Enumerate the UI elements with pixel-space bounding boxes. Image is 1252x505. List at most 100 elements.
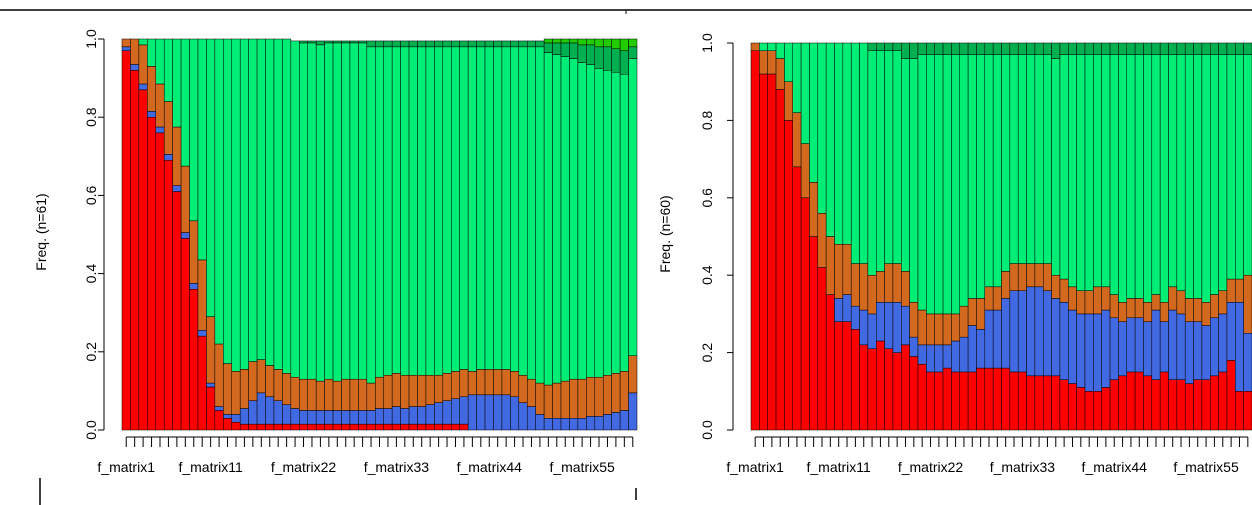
bar-segment-dark_green [467, 40, 477, 48]
bar-segment-green [809, 42, 819, 183]
bar-segment-dark_green [299, 40, 308, 44]
bar-group [750, 42, 1252, 431]
bar-segment-blue [892, 302, 902, 353]
bar-segment-orange [543, 384, 553, 419]
bar-segment-dark_green [535, 40, 545, 48]
bar-segment-orange [942, 313, 952, 346]
bar-segment-orange [917, 309, 927, 346]
x-tick-label: f_matrix55 [549, 459, 615, 475]
bar-segment-blue [1159, 321, 1169, 373]
bar-segment-blue [417, 406, 427, 425]
bar-segment-dark_green [992, 42, 1002, 55]
bar-segment-green [1017, 54, 1027, 264]
bar-segment-dark_green [1210, 42, 1219, 55]
bar-segment-red [121, 50, 131, 431]
bar-segment-orange [400, 375, 410, 409]
bar-segment-orange [984, 286, 994, 311]
bar-segment-orange [586, 376, 596, 417]
bar-segment-blue [442, 400, 452, 425]
bar-segment-red [1093, 391, 1102, 431]
bar-segment-green [501, 46, 511, 370]
y-tick-label: 0.0 [83, 420, 99, 440]
bar-segment-orange [934, 313, 944, 346]
bar-segment-orange [180, 165, 190, 233]
bar-segment-red [959, 371, 969, 431]
bar-segment-dark_green [1193, 42, 1203, 55]
bar-segment-blue [332, 410, 342, 425]
bar-segment-dark_green [1076, 42, 1086, 55]
bar-segment-green [859, 42, 869, 264]
x-tick-label: f_matrix11 [807, 459, 872, 475]
bar-segment-red [197, 335, 207, 431]
bar-segment-orange [1001, 271, 1011, 299]
bar-segment-blue [408, 406, 418, 425]
bar-segment-green [147, 38, 157, 67]
bar-segment-blue [282, 404, 292, 425]
bar-segment-blue [518, 402, 528, 431]
bar-segment-orange [825, 236, 835, 295]
bar-segment-blue [628, 392, 638, 431]
bar-segment-blue [434, 402, 444, 425]
bar-segment-dark_green [1026, 42, 1036, 55]
bar-segment-red [850, 329, 860, 431]
bar-segment-orange [594, 376, 604, 417]
bar-segment-green [577, 62, 587, 380]
bar-segment-blue [290, 408, 300, 425]
bar-segment-green [926, 54, 935, 315]
bar-segment-orange [223, 363, 232, 415]
bar-segment-red [391, 423, 401, 431]
bar-segment-dark_green [451, 40, 460, 48]
bar-segment-orange [602, 375, 612, 415]
bar-segment-blue [459, 396, 469, 425]
bar-segment-red [180, 238, 190, 431]
bar-segment-green [214, 38, 224, 345]
bar-segment-orange [809, 182, 819, 237]
bar-segment-green [876, 50, 885, 272]
bar-segment-dark_green [484, 40, 494, 48]
bar-segment-blue [493, 394, 503, 431]
bar-segment-blue [315, 410, 325, 425]
bar-segment-orange [1068, 286, 1077, 311]
bar-segment-red [239, 423, 249, 431]
bar-segment-orange [1226, 278, 1236, 303]
bar-segment-red [876, 340, 885, 431]
bar-segment-orange [307, 378, 317, 411]
bar-segment-blue [1076, 313, 1086, 388]
bar-segment-blue [248, 400, 258, 425]
bar-segment-dark_green [459, 40, 469, 48]
bar-segment-red [1101, 387, 1111, 431]
bar-segment-orange [892, 263, 902, 303]
bar-segment-blue [163, 154, 173, 161]
bar-segment-dark_green [543, 42, 553, 53]
bar-segment-red [834, 321, 844, 431]
bar-segment-blue [535, 414, 545, 431]
bar-segment-green [775, 42, 785, 59]
bar-segment-blue [256, 392, 266, 425]
bar-segment-orange [451, 371, 460, 399]
bar-segment-dark_green [1101, 42, 1111, 55]
bar-segment-dark_green [417, 40, 427, 48]
bar-segment-blue [926, 344, 935, 373]
bar-segment-orange [248, 361, 258, 401]
bar-segment-red [214, 410, 224, 431]
bar-segment-dark_green [425, 40, 435, 48]
bar-segment-orange [383, 375, 393, 409]
bar-segment-blue [223, 414, 232, 419]
bar-segment-blue [400, 408, 410, 425]
bar-segment-green [510, 46, 520, 372]
bar-segment-blue [859, 309, 869, 346]
bar-segment-orange [967, 298, 977, 326]
bar-segment-orange [560, 380, 570, 419]
bar-segment-green [315, 44, 325, 382]
bar-segment-green [569, 58, 579, 380]
bar-segment-orange [273, 369, 283, 401]
y-tick-label: 0.6 [83, 185, 99, 205]
bar-segment-blue [214, 406, 224, 411]
bar-segment-blue [1059, 302, 1069, 380]
bar-segment-orange [1043, 263, 1052, 291]
bar-segment-bright_green [569, 38, 579, 44]
bar-segment-red [1134, 371, 1144, 431]
bar-segment-red [1210, 375, 1219, 431]
bar-segment-orange [1126, 298, 1136, 319]
bar-segment-green [825, 42, 835, 237]
